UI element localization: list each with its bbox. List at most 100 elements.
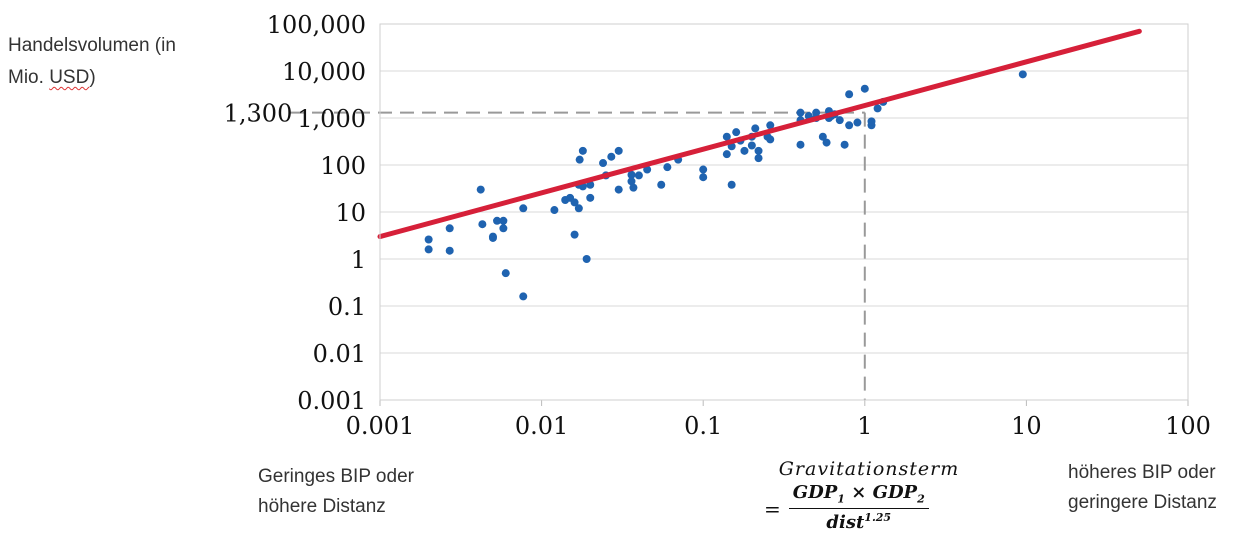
data-point — [493, 216, 502, 225]
data-point — [867, 117, 876, 126]
x-tick-label: 0.1 — [684, 412, 722, 440]
formula-dist: dist — [826, 511, 865, 533]
data-point — [822, 138, 831, 147]
x-tick-labels: 0.001 0.01 0.1 1 10 100 — [346, 412, 1211, 440]
data-point — [845, 90, 854, 99]
y-tick-label: 0.01 — [313, 340, 366, 368]
data-point — [751, 124, 760, 133]
data-point — [570, 230, 579, 239]
data-point — [607, 152, 616, 161]
data-point — [754, 154, 763, 163]
data-point — [873, 104, 882, 113]
y-tick-label: 1,000 — [297, 105, 366, 133]
x-tick-label: 10 — [1011, 412, 1042, 440]
y-tick-label: 100,000 — [267, 11, 366, 39]
data-point — [1018, 70, 1027, 79]
data-point — [570, 198, 579, 207]
y-axis-label: Handelsvolumen (in Mio. USD) — [8, 30, 176, 94]
data-point — [501, 269, 510, 278]
y-tick-label: 100 — [320, 152, 366, 180]
data-point — [519, 204, 528, 213]
data-point — [732, 128, 741, 137]
data-point — [614, 185, 623, 194]
formula-numerator: GDP1 × GDP2 — [788, 482, 929, 509]
formula-equals: = — [764, 497, 781, 522]
data-point — [634, 171, 643, 180]
data-point — [550, 206, 559, 215]
y-axis-label-line2: Mio. USD) — [8, 62, 176, 94]
data-point — [722, 150, 731, 159]
right-note-line2: geringere Distanz — [1068, 492, 1217, 513]
formula-sub2: 2 — [917, 492, 925, 506]
data-point — [657, 180, 666, 189]
data-point — [614, 146, 623, 155]
data-point — [599, 159, 608, 168]
data-point — [699, 165, 708, 174]
y-tick-label: 10,000 — [282, 58, 366, 86]
x-tick-label: 1 — [857, 412, 872, 440]
data-point — [476, 185, 485, 194]
reference-lines: 1,300 — [224, 100, 866, 400]
data-point — [796, 108, 805, 117]
data-point — [575, 155, 584, 164]
data-point — [499, 224, 508, 233]
fit-line — [377, 28, 1142, 240]
y-axis-label-paren: ) — [89, 67, 96, 88]
data-point — [766, 135, 775, 144]
data-point — [812, 108, 821, 117]
y-axis-label-usd: USD — [49, 67, 90, 88]
data-point — [722, 132, 731, 141]
formula-sub1: 1 — [837, 492, 845, 506]
data-point — [643, 165, 652, 174]
data-point — [766, 121, 775, 130]
y-tick-label: 0.001 — [297, 387, 366, 415]
y-tick-label: 1 — [351, 246, 366, 274]
x-tick-label: 0.01 — [515, 412, 568, 440]
data-point — [627, 177, 636, 186]
data-point — [845, 121, 854, 130]
data-points — [424, 70, 1027, 301]
data-point — [627, 170, 636, 179]
formula-fraction: GDP1 × GDP2 dist1.25 — [788, 482, 929, 533]
formula-title: Gravitationsterm — [778, 458, 960, 480]
x-tick-label: 0.001 — [346, 412, 415, 440]
left-note-line1: Geringes BIP oder — [258, 466, 414, 487]
data-point — [860, 84, 869, 93]
data-point — [835, 116, 844, 125]
data-point — [727, 180, 736, 189]
formula-gdp2: GDP — [872, 482, 918, 503]
data-point — [445, 246, 454, 255]
formula-times: × — [844, 482, 873, 503]
data-point — [663, 163, 672, 172]
data-point — [796, 140, 805, 149]
x-axis-right-note: höheres BIP oder geringere Distanz — [1068, 458, 1217, 518]
left-note-line2: höhere Distanz — [258, 496, 386, 517]
y-axis-label-mio: Mio. — [8, 67, 50, 88]
data-point — [445, 224, 454, 233]
data-point — [818, 132, 827, 141]
formula-denominator: dist1.25 — [826, 509, 891, 533]
y-axis-label-line1: Handelsvolumen (in — [8, 35, 176, 56]
data-point — [853, 118, 862, 127]
data-point — [754, 146, 763, 155]
y-tick-label: 0.1 — [328, 293, 366, 321]
data-point — [747, 141, 756, 150]
data-point — [699, 173, 708, 182]
fit-line-group — [377, 28, 1142, 240]
data-point — [740, 146, 749, 155]
y-tick-label: 10 — [335, 199, 366, 227]
data-point — [574, 204, 583, 213]
data-point — [582, 255, 591, 263]
x-tick-label: 100 — [1165, 412, 1211, 440]
data-point — [578, 146, 587, 155]
right-note-line1: höheres BIP oder — [1068, 462, 1216, 483]
plot-frame — [379, 23, 1189, 401]
x-axis-left-note: Geringes BIP oder höhere Distanz — [258, 462, 414, 522]
gravity-formula: Gravitationsterm = GDP1 × GDP2 dist1.25 — [764, 458, 964, 533]
data-point — [424, 235, 433, 244]
reference-y-label: 1,300 — [224, 100, 293, 128]
data-point — [629, 183, 638, 192]
data-point — [519, 292, 528, 301]
data-point — [840, 140, 849, 149]
